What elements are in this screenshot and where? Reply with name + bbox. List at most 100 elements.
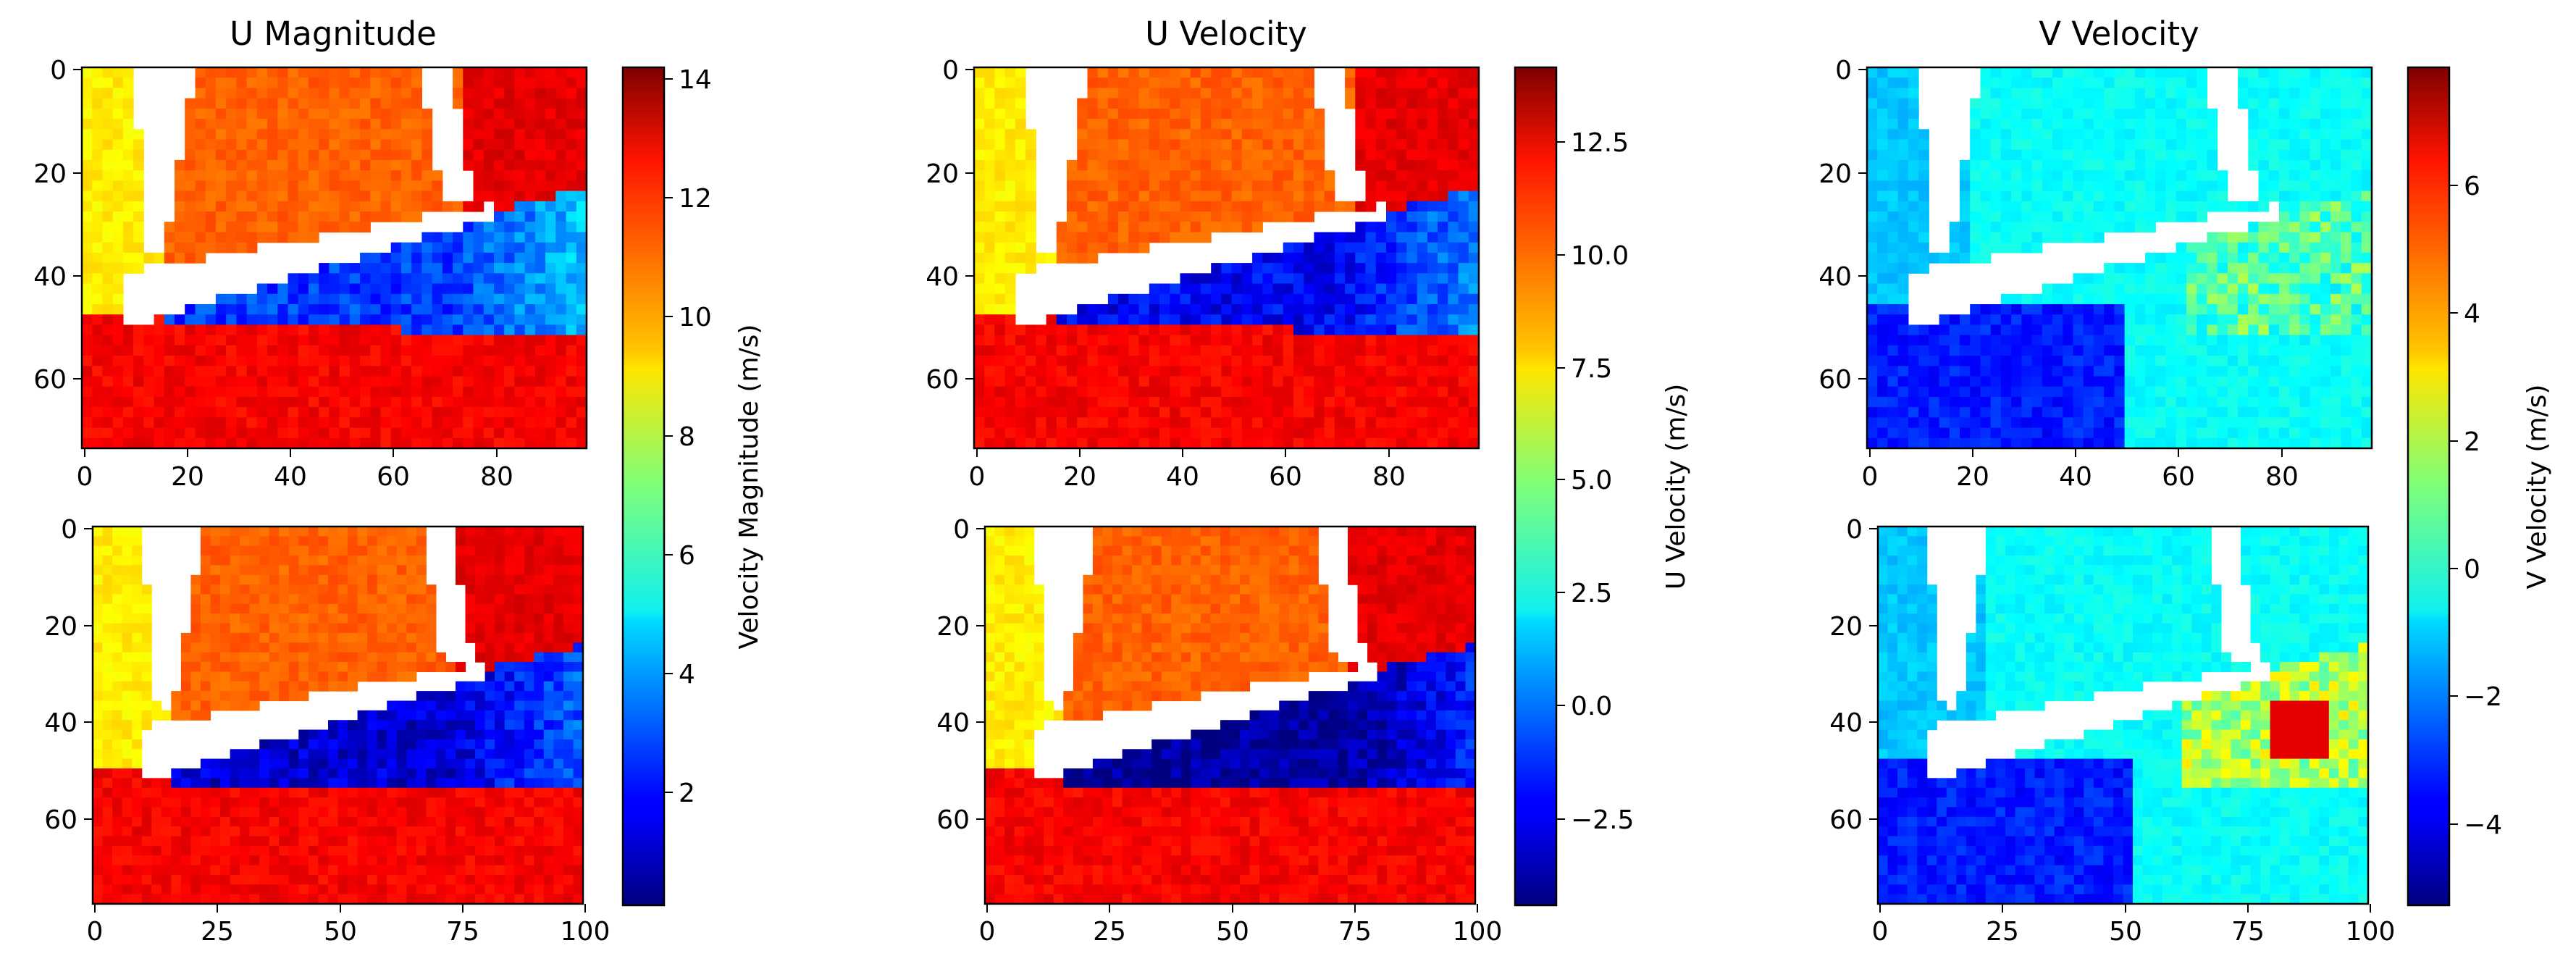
heatmap-cell [1118, 437, 1129, 449]
heatmap-cell [1138, 386, 1150, 398]
heatmap-cell [339, 159, 351, 171]
heatmap-cell [1128, 108, 1140, 119]
heatmap-cell [249, 874, 260, 885]
heatmap-cell [133, 242, 144, 253]
heatmap-cell [102, 632, 113, 643]
heatmap-cell [1067, 252, 1078, 264]
heatmap-cell [143, 437, 155, 449]
heatmap-cell [1107, 170, 1119, 181]
heatmap-cell [387, 662, 398, 672]
heatmap-cell [1107, 366, 1119, 377]
heatmap-cell [267, 324, 278, 336]
heatmap-cell [974, 252, 985, 264]
heatmap-cell [92, 211, 103, 222]
heatmap-cell [475, 545, 486, 556]
heatmap-cell [1004, 386, 1016, 398]
heatmap-cell [432, 201, 443, 212]
heatmap-cell [1077, 417, 1088, 429]
heatmap-cell [1448, 211, 1459, 222]
heatmap-cell [246, 232, 258, 243]
heatmap-cell [484, 555, 495, 566]
heatmap-cell [122, 613, 133, 624]
heatmap-cell [298, 855, 309, 866]
heatmap-cell [475, 894, 486, 905]
heatmap-cell [112, 263, 124, 274]
heatmap-cell [1180, 314, 1191, 325]
heatmap-cell [1396, 304, 1407, 315]
heatmap-cell [1170, 149, 1181, 161]
heatmap-cell [298, 67, 309, 78]
heatmap-cell [318, 536, 329, 547]
heatmap-cell [1221, 345, 1233, 356]
heatmap-cell [82, 386, 93, 398]
heatmap-cell [308, 314, 319, 325]
chart-u-magnitude: U Magnitude 0 20 40 60 0 20 [33, 14, 764, 947]
heatmap-cell [524, 119, 536, 130]
heatmap-cell [1252, 345, 1263, 356]
heatmap-cell [226, 98, 237, 109]
heatmap-cell [92, 190, 103, 202]
heatmap-cell [215, 67, 227, 78]
heatmap-cell [1438, 252, 1448, 264]
heatmap-cell [396, 527, 407, 537]
heatmap-cell [421, 386, 433, 398]
heatmap-cell [161, 845, 172, 856]
heatmap-cell [1375, 170, 1387, 181]
heatmap-cell [1180, 366, 1191, 377]
heatmap-cell [329, 345, 340, 356]
heatmap-cell [256, 417, 268, 429]
heatmap-cell [555, 273, 567, 285]
heatmap-cell [93, 729, 104, 740]
heatmap-cell [475, 584, 486, 595]
heatmap-cell [1211, 283, 1222, 295]
heatmap-cell [240, 536, 251, 547]
heatmap-cell [215, 211, 227, 222]
heatmap-cell [1211, 273, 1222, 285]
heatmap-cell [112, 88, 124, 99]
heatmap-cell [132, 729, 143, 740]
heatmap-cell [1417, 67, 1428, 78]
heatmap-cell [298, 884, 309, 895]
heatmap-cell [339, 335, 351, 346]
heatmap-cell [1396, 77, 1407, 88]
heatmap-cell [205, 427, 217, 439]
heatmap-cell [1221, 396, 1233, 408]
heatmap-cell [180, 787, 191, 798]
heatmap-cell [1417, 180, 1428, 192]
heatmap-cell [269, 787, 280, 798]
heatmap-cell [288, 201, 299, 212]
heatmap-cell [475, 778, 486, 789]
heatmap-cell [514, 232, 526, 243]
heatmap-cell [1128, 129, 1140, 141]
heatmap-cell [1417, 437, 1428, 449]
heatmap-cell [210, 642, 221, 653]
heatmap-cell [220, 894, 231, 905]
heatmap-cell [514, 545, 525, 556]
heatmap-cell [411, 180, 422, 192]
heatmap-cell [473, 417, 484, 429]
heatmap-cell [566, 149, 577, 161]
heatmap-cell [175, 427, 185, 439]
heatmap-cell [220, 555, 231, 566]
heatmap-cell [112, 729, 123, 740]
heatmap-cell [534, 386, 546, 398]
heatmap-cell [494, 67, 505, 78]
heatmap-cell [360, 437, 371, 449]
heatmap-cell [288, 594, 299, 605]
heatmap-cell [456, 555, 466, 566]
heatmap-cell [442, 293, 453, 305]
heatmap-cell [1231, 77, 1243, 88]
heatmap-cell [1077, 345, 1088, 356]
heatmap-cells [93, 527, 584, 905]
heatmap-cell [483, 67, 495, 78]
heatmap-cell [1468, 345, 1480, 356]
heatmap-cell [195, 201, 206, 212]
heatmap-cell [1262, 201, 1274, 212]
heatmap-cell [267, 376, 278, 387]
heatmap-cell [984, 252, 995, 264]
heatmap-cell [1118, 88, 1129, 99]
heatmap-cell [190, 797, 201, 808]
heatmap-cell [1448, 98, 1459, 109]
heatmap-cell [426, 710, 437, 721]
heatmap-cell [406, 836, 417, 847]
